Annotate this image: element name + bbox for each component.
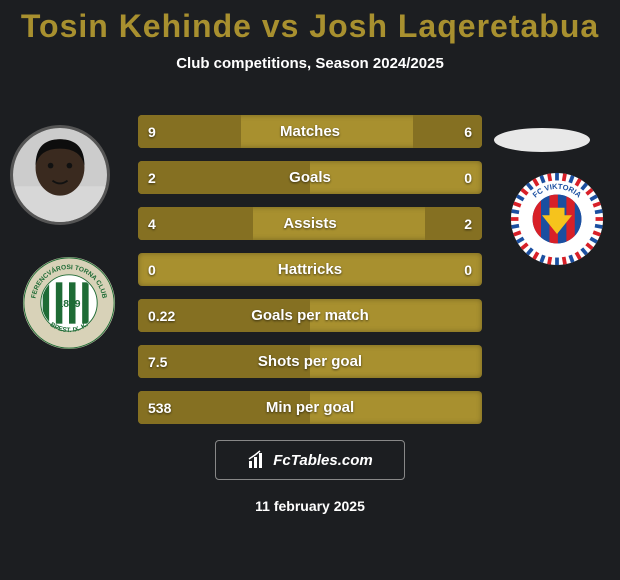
stat-label: Min per goal xyxy=(138,391,482,424)
stat-value-left: 538 xyxy=(148,391,171,424)
stat-label: Assists xyxy=(138,207,482,240)
stat-label: Matches xyxy=(138,115,482,148)
club-left-badge: FERENCVÁROSI TORNA CLUB BPEST. IX. K. 18… xyxy=(22,256,116,350)
stat-label: Hattricks xyxy=(138,253,482,286)
stat-label: Goals xyxy=(138,161,482,194)
subtitle: Club competitions, Season 2024/2025 xyxy=(0,55,620,72)
stat-value-right: 0 xyxy=(464,253,472,286)
stat-value-right: 6 xyxy=(464,115,472,148)
watermark: FcTables.com xyxy=(215,440,405,480)
stat-value-left: 4 xyxy=(148,207,156,240)
club-right-crest-icon: FC VIKTORIA PLZEŇ xyxy=(510,172,604,266)
stat-value-left: 9 xyxy=(148,115,156,148)
chart-icon xyxy=(247,450,267,470)
stat-label: Goals per match xyxy=(138,299,482,332)
player-right-placeholder xyxy=(494,128,590,152)
stat-row-min-per-goal: Min per goal538 xyxy=(138,391,482,424)
stat-row-shots-per-goal: Shots per goal7.5 xyxy=(138,345,482,378)
stat-label: Shots per goal xyxy=(138,345,482,378)
stat-value-left: 2 xyxy=(148,161,156,194)
stat-value-left: 0.22 xyxy=(148,299,175,332)
watermark-text: FcTables.com xyxy=(273,452,372,469)
stat-value-right: 0 xyxy=(464,161,472,194)
date-text: 11 february 2025 xyxy=(0,498,620,514)
stat-row-goals: Goals2 0 xyxy=(138,161,482,194)
stat-row-assists: Assists4 2 xyxy=(138,207,482,240)
stat-value-left: 7.5 xyxy=(148,345,167,378)
club-left-crest-icon: FERENCVÁROSI TORNA CLUB BPEST. IX. K. 18… xyxy=(22,256,116,350)
stat-value-left: 0 xyxy=(148,253,156,286)
player-left-photo xyxy=(10,125,110,225)
svg-text:1899: 1899 xyxy=(58,299,81,310)
club-right-badge: FC VIKTORIA PLZEŇ xyxy=(510,172,604,266)
stat-row-matches: Matches9 6 xyxy=(138,115,482,148)
stat-row-hattricks: Hattricks0 0 xyxy=(138,253,482,286)
stat-value-right: 2 xyxy=(464,207,472,240)
stat-row-goals-per-match: Goals per match0.22 xyxy=(138,299,482,332)
player-left-face-icon xyxy=(13,128,107,222)
page-title: Tosin Kehinde vs Josh Laqeretabua xyxy=(0,0,620,45)
